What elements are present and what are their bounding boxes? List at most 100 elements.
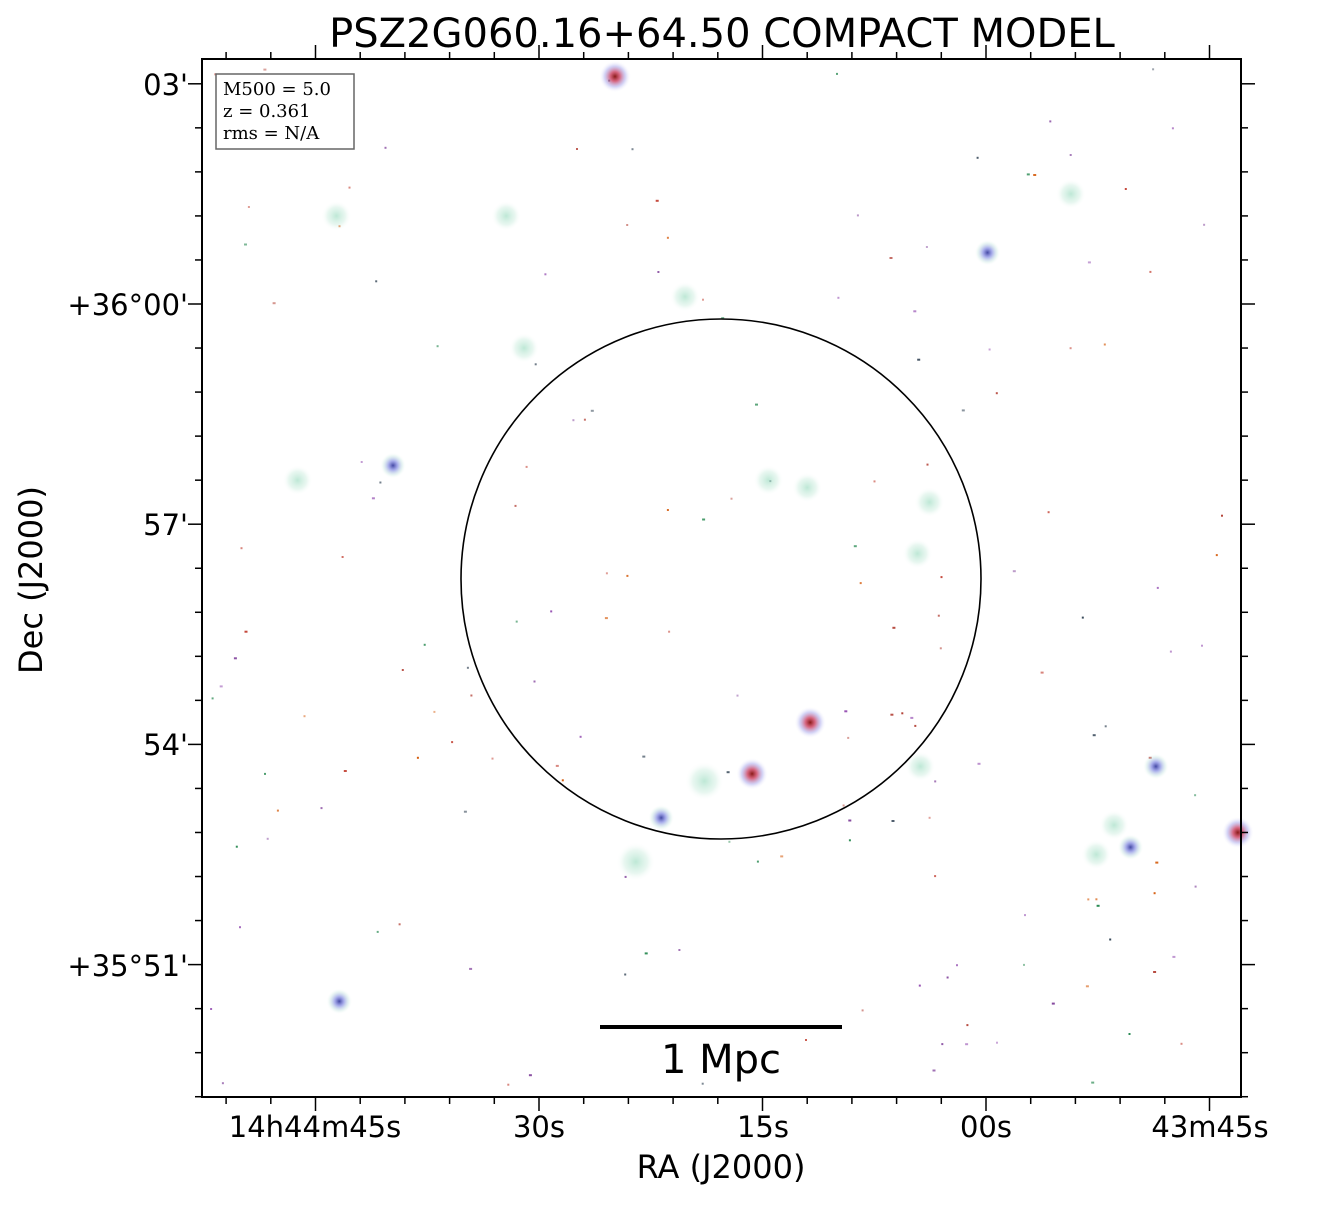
noise-speckle — [525, 465, 528, 468]
noise-speckle — [1169, 650, 1172, 653]
noise-speckle — [891, 820, 895, 822]
noise-speckle — [702, 298, 704, 301]
source-halo — [914, 487, 945, 518]
x-axis-label: RA (J2000) — [637, 1148, 806, 1186]
source-halo — [282, 465, 313, 496]
noise-speckle — [926, 463, 929, 466]
source-blue — [1117, 834, 1144, 861]
noise-speckle — [515, 620, 518, 623]
noise-speckle — [375, 280, 378, 283]
noise-speckle — [555, 764, 559, 767]
noise-speckle — [1155, 861, 1159, 864]
noise-speckle — [272, 302, 276, 305]
noise-speckle — [1095, 898, 1098, 901]
scale-bar-label: 1 Mpc — [661, 1037, 781, 1083]
noise-speckle — [842, 804, 845, 807]
info-m500: M500 = 5.0 — [223, 79, 331, 100]
y-tick-label-3: 54' — [143, 728, 188, 762]
noise-speckle — [988, 348, 991, 351]
source-red — [736, 757, 769, 790]
noise-speckle — [436, 345, 439, 348]
source-blue — [380, 452, 406, 479]
x-tick-label-1: 30s — [513, 1110, 565, 1144]
y-tick-label-4: +35°51' — [67, 949, 188, 983]
noise-speckle — [928, 816, 931, 819]
x-tick-label-2: 15s — [737, 1110, 789, 1144]
noise-speckle — [925, 246, 928, 248]
noise-speckle — [655, 199, 659, 202]
noise-speckle — [534, 363, 537, 366]
y-tick-label-2: 57' — [143, 508, 188, 542]
y-axis-label: Dec (J2000) — [12, 486, 50, 674]
noise-speckle — [550, 610, 553, 613]
noise-speckle — [976, 156, 979, 159]
noise-speckle — [1221, 514, 1223, 517]
noise-speckle — [726, 771, 730, 774]
noise-speckle — [303, 715, 306, 718]
noise-speckle — [728, 840, 731, 843]
source-halo — [1099, 810, 1130, 841]
noise-speckle — [1069, 347, 1072, 350]
noise-speckle — [626, 574, 629, 577]
noise-speckle — [780, 855, 784, 858]
noise-speckle — [605, 572, 608, 575]
cluster-aperture-circle — [460, 318, 982, 840]
noise-speckle — [1149, 270, 1152, 273]
noise-speckle — [914, 724, 917, 727]
noise-speckle — [451, 741, 454, 744]
noise-speckle — [561, 779, 564, 782]
source-red — [1221, 816, 1254, 849]
noise-speckle — [721, 317, 725, 320]
plot-area — [210, 60, 1254, 1086]
noise-speckle — [1201, 644, 1203, 647]
noise-speckle — [1081, 616, 1084, 619]
plot-frame — [201, 58, 1242, 1098]
x-tick-label-4: 43m45s — [1151, 1110, 1268, 1144]
source-halo — [684, 761, 724, 801]
noise-speckle — [702, 518, 706, 521]
noise-speckle — [320, 807, 323, 810]
noise-speckle — [890, 713, 894, 716]
noise-speckle — [956, 964, 958, 967]
noise-speckle — [583, 418, 586, 421]
noise-speckle — [433, 710, 436, 713]
noise-speckle — [892, 626, 896, 629]
source-halo — [491, 200, 522, 231]
y-tick-label-0: 03' — [143, 68, 188, 102]
noise-speckle — [514, 504, 517, 507]
noise-speckle — [371, 497, 375, 500]
noise-speckle — [1085, 985, 1089, 988]
noise-speckle — [977, 762, 981, 765]
noise-speckle — [701, 1082, 704, 1085]
source-halo — [1055, 178, 1086, 209]
noise-speckle — [626, 224, 629, 226]
noise-speckle — [678, 949, 681, 951]
noise-speckle — [470, 694, 473, 697]
source-blue — [648, 804, 675, 831]
source-halo — [321, 200, 352, 231]
noise-speckle — [917, 358, 921, 361]
noise-speckle — [1087, 898, 1090, 901]
noise-speckle — [264, 772, 266, 775]
noise-speckle — [642, 755, 646, 758]
noise-speckle — [579, 735, 582, 738]
noise-speckle — [755, 403, 758, 406]
noise-speckle — [856, 214, 859, 217]
noise-speckle — [239, 926, 241, 929]
noise-speckle — [1069, 154, 1072, 156]
source-halo — [902, 538, 933, 569]
noise-speckle — [343, 770, 347, 772]
noise-speckle — [934, 780, 937, 783]
speckle-noise — [210, 68, 1223, 1086]
noise-speckle — [941, 1043, 944, 1046]
noise-speckle — [861, 1009, 864, 1012]
noise-speckle — [210, 1008, 213, 1010]
info-rms: rms = N/A — [223, 123, 320, 144]
noise-speckle — [848, 819, 852, 822]
noise-speckle — [996, 1041, 998, 1044]
noise-speckle — [995, 392, 998, 395]
noise-speckle — [836, 72, 838, 75]
noise-speckle — [1092, 734, 1096, 737]
noise-speckle — [1128, 1033, 1131, 1035]
